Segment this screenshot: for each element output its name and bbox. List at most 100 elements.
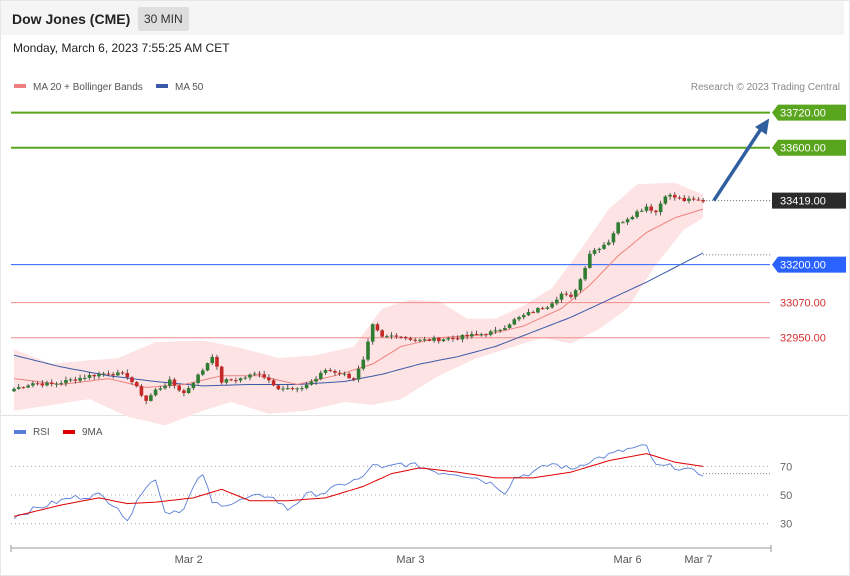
candle	[16, 387, 21, 389]
candle	[45, 382, 49, 386]
bollinger-band	[14, 182, 704, 426]
candle	[366, 341, 370, 360]
candle	[337, 372, 342, 374]
candle	[555, 299, 559, 304]
candle	[484, 334, 488, 336]
candle	[281, 388, 285, 390]
rsi-line	[13, 444, 704, 522]
candle	[588, 253, 592, 268]
pivot-label-bg	[772, 256, 846, 273]
rsi-tick-label: 70	[780, 461, 792, 473]
candle	[446, 338, 451, 340]
timeframe-button[interactable]: 30 MIN	[138, 7, 189, 31]
pivot-label: 33200.00	[780, 260, 826, 272]
support-label: 33070.00	[780, 298, 826, 310]
candle	[394, 335, 399, 337]
candle	[347, 373, 351, 379]
candle	[465, 334, 469, 337]
candle	[205, 363, 210, 371]
candle	[432, 337, 436, 341]
candle	[701, 199, 705, 202]
support-label: 32950.00	[780, 333, 826, 345]
candle	[611, 233, 616, 243]
candle	[493, 330, 498, 332]
candle	[300, 388, 304, 390]
candle	[635, 211, 639, 217]
rsi-legend-swatch	[14, 430, 26, 434]
candle	[172, 379, 177, 386]
candle	[526, 312, 531, 316]
candle	[441, 339, 446, 342]
candle	[545, 307, 550, 309]
candle	[106, 373, 111, 375]
candle	[191, 382, 196, 389]
candle	[479, 334, 484, 336]
candle	[361, 359, 366, 369]
candle	[153, 389, 158, 396]
candle	[267, 377, 271, 381]
candle	[68, 379, 73, 381]
candle	[285, 388, 290, 390]
candle	[196, 374, 200, 383]
candle	[144, 395, 148, 401]
candle	[682, 197, 687, 201]
x-tick-label: Mar 2	[175, 554, 203, 566]
candle	[370, 324, 375, 342]
candle	[517, 317, 521, 320]
candle	[403, 336, 408, 339]
candle	[630, 216, 635, 220]
candle	[470, 333, 474, 337]
panel-divider	[1, 415, 848, 416]
candle	[12, 388, 16, 392]
candle	[276, 385, 281, 390]
candle	[498, 329, 502, 331]
candle	[687, 198, 691, 201]
legend-swatch	[156, 84, 168, 88]
candle	[474, 333, 479, 335]
rsi-legend-label: RSI	[33, 427, 50, 438]
candle	[639, 210, 644, 212]
candle	[252, 373, 257, 375]
chart-credit: Research © 2023 Trading Central	[691, 82, 840, 93]
candle	[488, 331, 493, 335]
candle	[54, 383, 59, 385]
candle	[389, 335, 394, 337]
candle	[21, 387, 26, 389]
candle	[243, 377, 248, 379]
candle	[413, 339, 417, 341]
candle	[663, 196, 668, 204]
candle	[621, 222, 625, 224]
rsi-ma-line	[13, 453, 704, 517]
candle	[616, 222, 620, 234]
candle	[116, 372, 120, 376]
candle	[167, 379, 172, 386]
candle	[295, 388, 299, 390]
candle	[540, 308, 545, 310]
candle	[31, 383, 35, 386]
resistance-label-bg	[772, 139, 846, 156]
candle	[352, 378, 356, 380]
candle	[26, 385, 30, 388]
candle	[101, 373, 106, 375]
candle	[696, 199, 701, 201]
candle	[649, 206, 653, 211]
candle	[182, 390, 186, 394]
candle	[564, 293, 569, 295]
candle	[399, 336, 403, 338]
candle	[201, 370, 205, 375]
candle	[224, 379, 229, 383]
candle	[83, 377, 87, 379]
x-tick-label: Mar 6	[614, 554, 642, 566]
candle	[248, 374, 252, 378]
candle	[290, 388, 295, 390]
candle	[654, 210, 658, 213]
candle	[111, 374, 115, 376]
rsi-legend-swatch	[63, 430, 75, 434]
candle	[163, 385, 167, 389]
rsi-tick-label: 50	[780, 490, 792, 502]
candle	[64, 380, 68, 384]
candle	[460, 334, 465, 340]
candle	[92, 374, 97, 377]
candle	[559, 293, 564, 300]
